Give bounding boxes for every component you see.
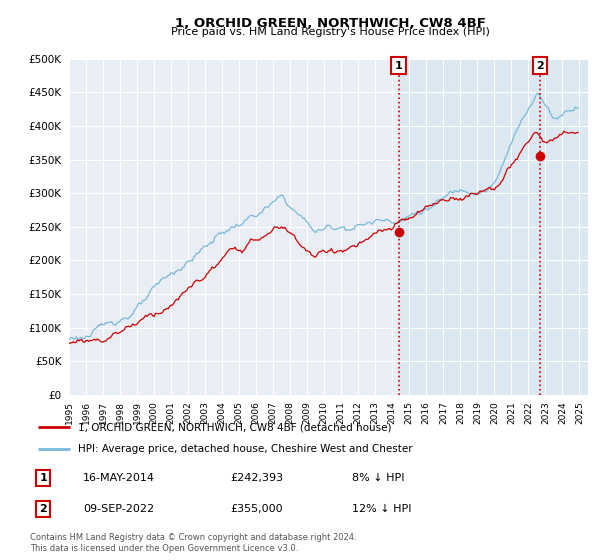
Bar <box>398 59 588 395</box>
Text: £242,393: £242,393 <box>230 473 284 483</box>
Text: £355,000: £355,000 <box>230 505 283 515</box>
Text: 1, ORCHID GREEN, NORTHWICH, CW8 4BF (detached house): 1, ORCHID GREEN, NORTHWICH, CW8 4BF (det… <box>77 422 391 432</box>
Text: 8% ↓ HPI: 8% ↓ HPI <box>352 473 404 483</box>
Text: HPI: Average price, detached house, Cheshire West and Chester: HPI: Average price, detached house, Ches… <box>77 444 412 454</box>
Text: 12% ↓ HPI: 12% ↓ HPI <box>352 505 412 515</box>
Text: 1, ORCHID GREEN, NORTHWICH, CW8 4BF: 1, ORCHID GREEN, NORTHWICH, CW8 4BF <box>175 17 485 30</box>
Text: 2: 2 <box>40 505 47 515</box>
Text: 1: 1 <box>395 60 403 71</box>
Text: 1: 1 <box>40 473 47 483</box>
Text: Price paid vs. HM Land Registry's House Price Index (HPI): Price paid vs. HM Land Registry's House … <box>170 27 490 37</box>
Text: 09-SEP-2022: 09-SEP-2022 <box>83 505 154 515</box>
Text: 2: 2 <box>536 60 544 71</box>
Text: Contains HM Land Registry data © Crown copyright and database right 2024.
This d: Contains HM Land Registry data © Crown c… <box>30 533 356 553</box>
Text: 16-MAY-2014: 16-MAY-2014 <box>83 473 155 483</box>
